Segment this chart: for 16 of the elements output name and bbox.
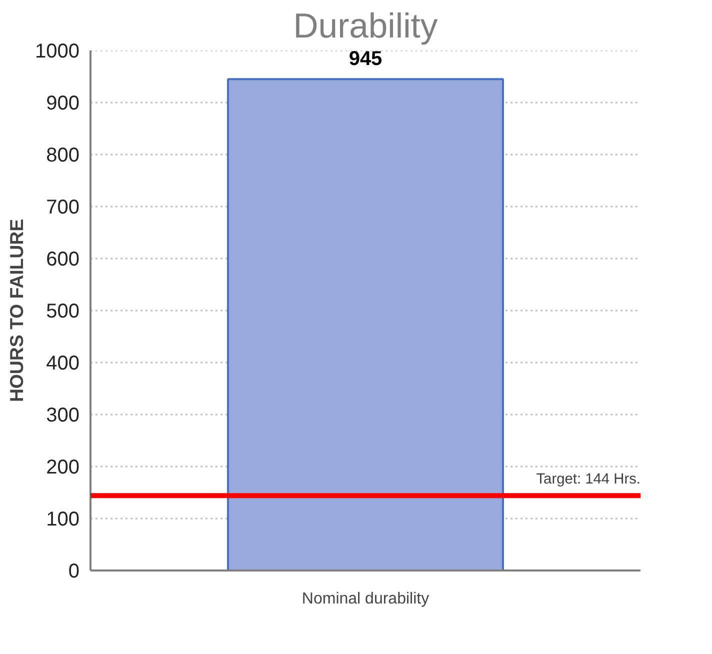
y-tick-label: 600 bbox=[46, 248, 80, 270]
y-tick-label: 700 bbox=[46, 196, 80, 218]
y-tick-label: 200 bbox=[46, 456, 80, 478]
ref-line-label: Target: 144 Hrs. bbox=[536, 472, 641, 488]
y-tick-label: 400 bbox=[46, 352, 80, 374]
y-tick-label: 800 bbox=[46, 144, 80, 166]
y-tick-label: 900 bbox=[46, 92, 80, 114]
data-label: 945 bbox=[348, 48, 382, 70]
y-axis-title: HOURS TO FAILURE bbox=[6, 218, 28, 402]
y-tick-label: 100 bbox=[46, 508, 80, 530]
y-tick-label: 1000 bbox=[35, 40, 80, 62]
y-tick-label: 500 bbox=[46, 300, 80, 322]
x-tick-label: Nominal durability bbox=[302, 590, 430, 608]
y-tick-label: 0 bbox=[68, 560, 80, 582]
y-tick-label: 300 bbox=[46, 404, 80, 426]
chart-title: Durability bbox=[293, 8, 438, 46]
